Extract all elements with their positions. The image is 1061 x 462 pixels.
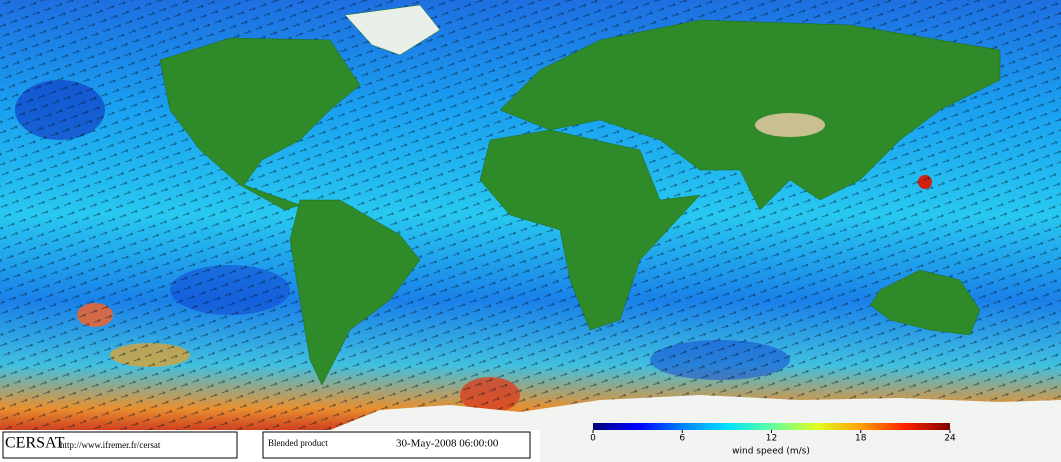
url: http://www.ifremer.fr/cersat xyxy=(60,440,161,450)
australia xyxy=(869,269,981,336)
logo-box xyxy=(2,431,238,459)
product-box xyxy=(262,431,531,459)
colorbar-bar xyxy=(593,423,950,430)
logo: CERSAT xyxy=(5,435,65,452)
colorbar-tick-label: 24 xyxy=(944,434,956,444)
colorbar: wind speed (m/s) 0 6 12 18 24 xyxy=(590,423,956,457)
colorbar-tick-label: 12 xyxy=(766,434,777,444)
africa xyxy=(479,129,701,331)
colorbar-label: wind speed (m/s) xyxy=(732,447,810,457)
product: Blended product xyxy=(268,438,328,448)
south-america xyxy=(289,199,421,386)
colorbar-tick-label: 6 xyxy=(679,434,685,444)
colorbar-tick-label: 18 xyxy=(855,434,867,444)
timestamp: 30-May-2008 06:00:00 xyxy=(396,438,499,450)
north-america xyxy=(159,37,361,211)
tibet xyxy=(755,113,825,137)
colorbar-tick-label: 0 xyxy=(590,434,596,444)
eurasia xyxy=(499,19,1001,211)
greenland xyxy=(344,4,441,56)
